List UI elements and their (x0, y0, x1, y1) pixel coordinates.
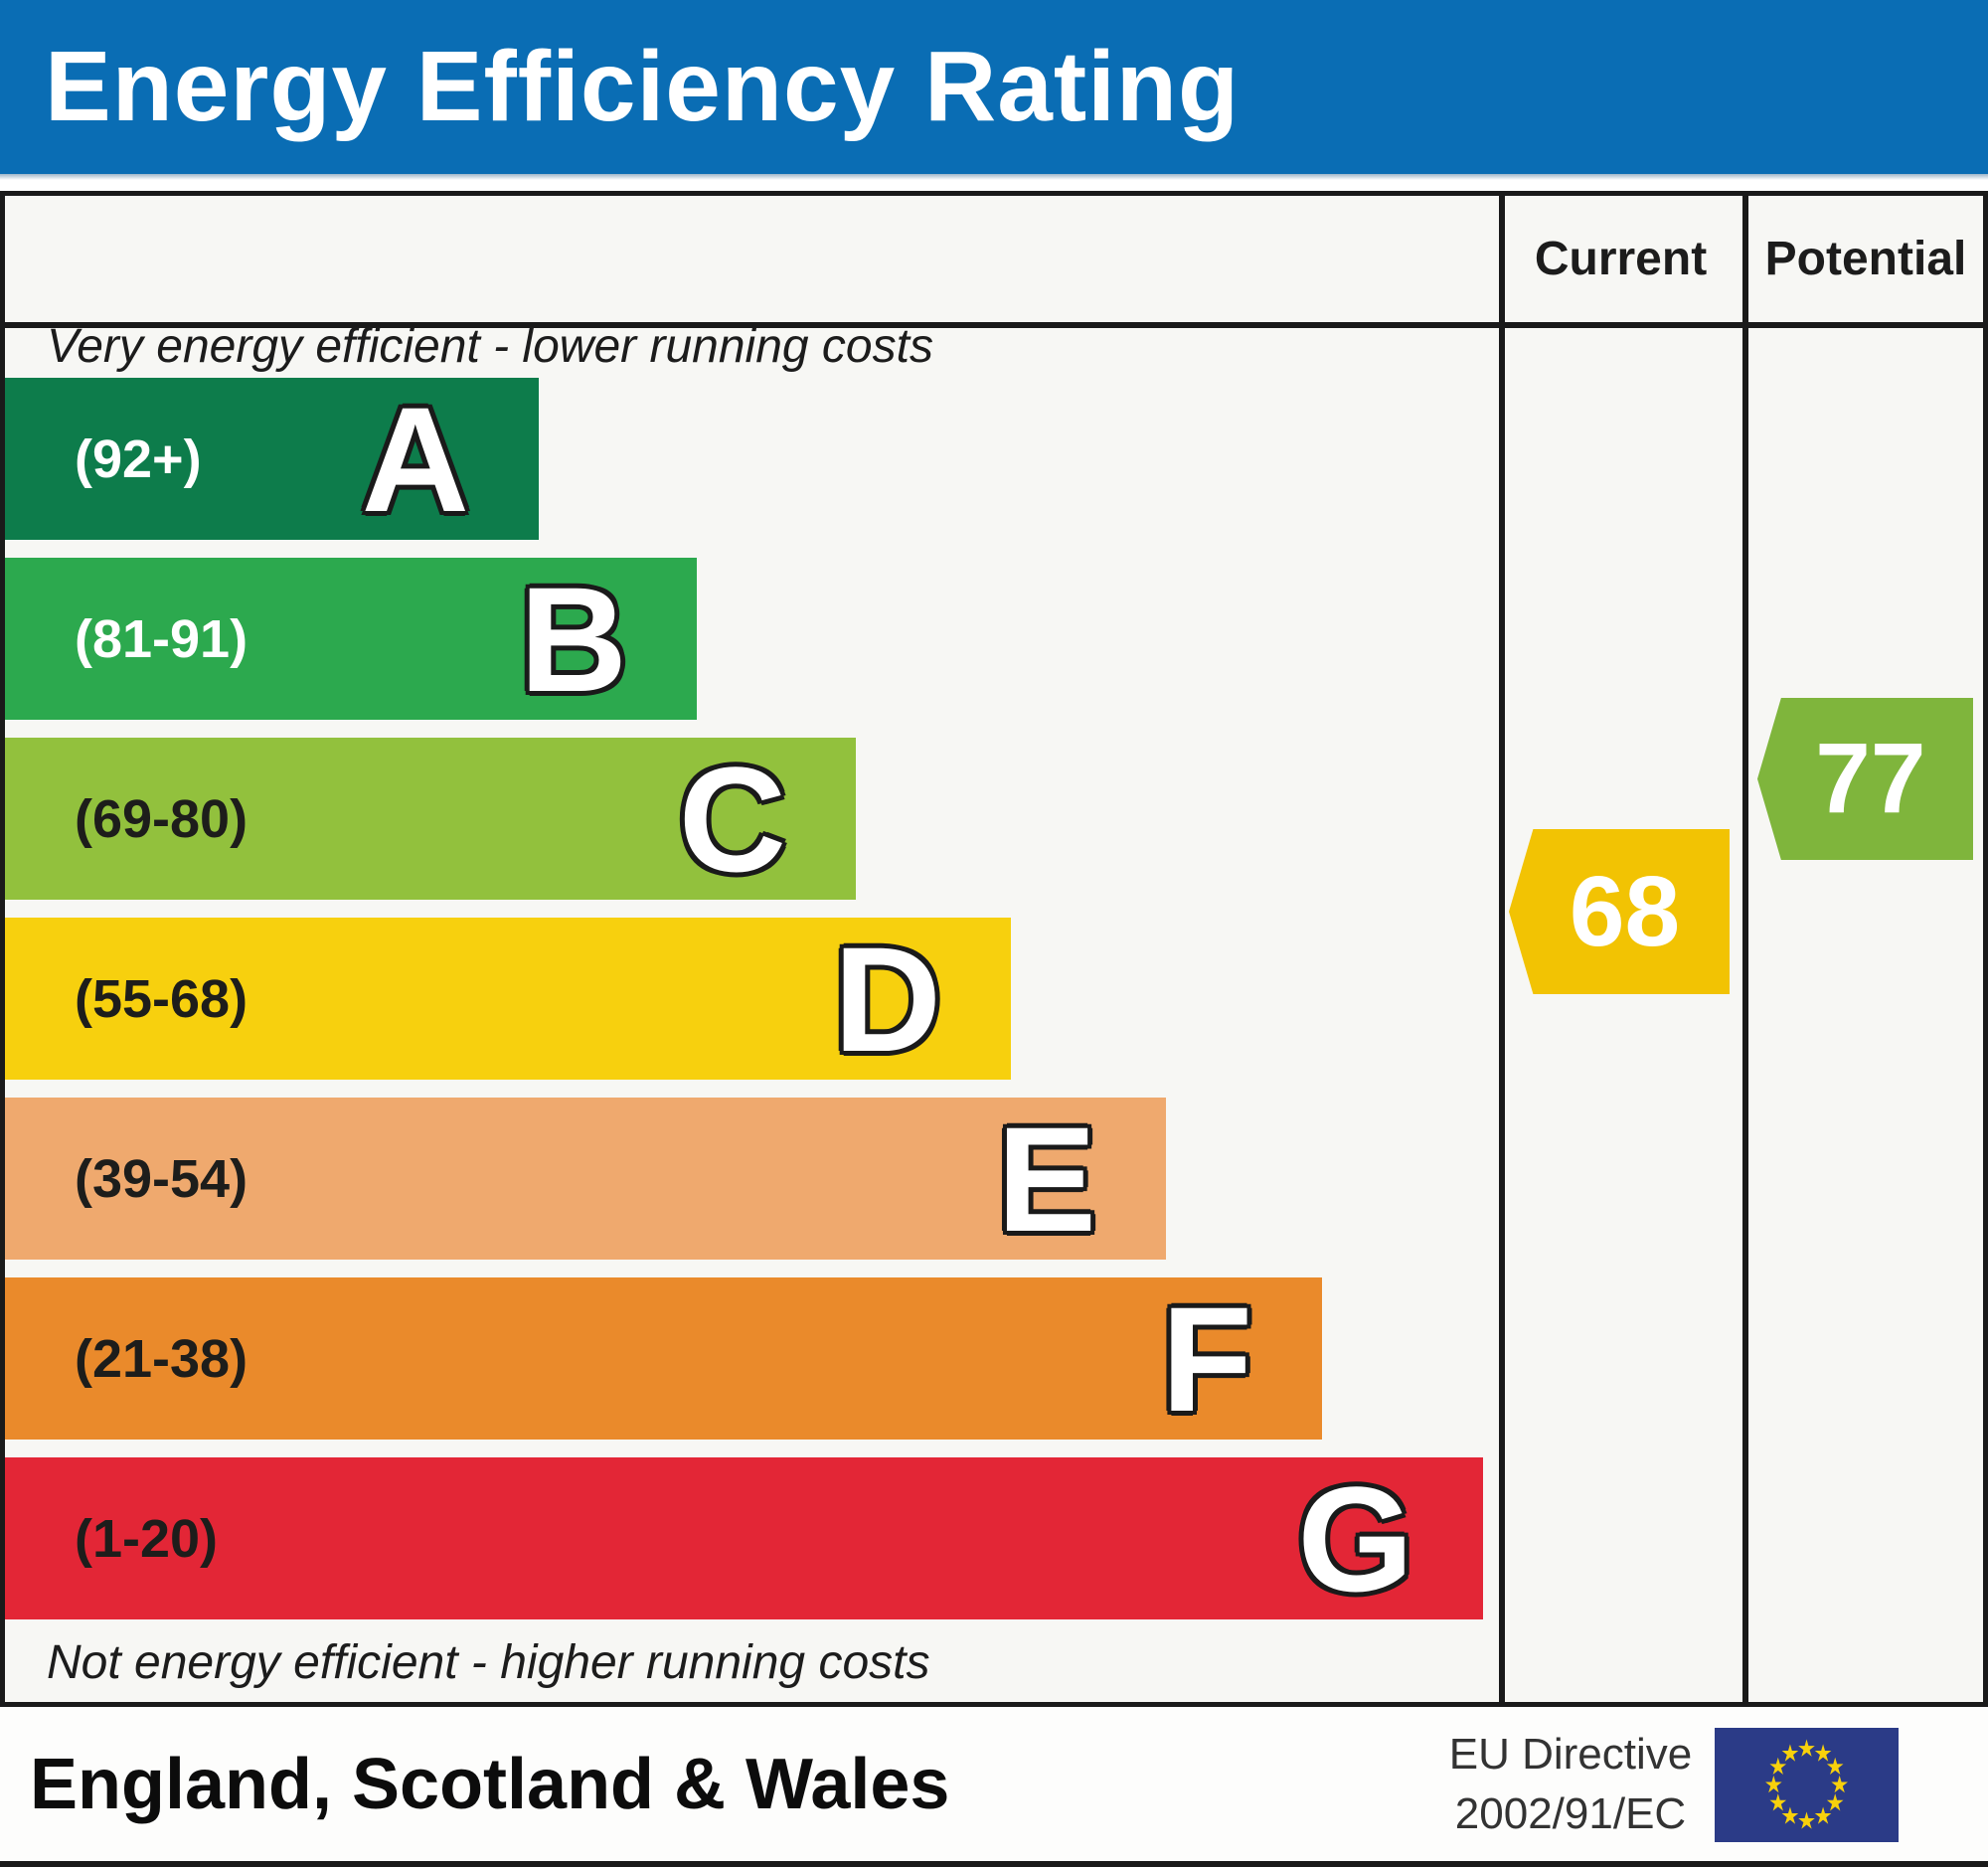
top-note: Very energy efficient - lower running co… (47, 320, 933, 373)
current-column-header: Current (1534, 233, 1708, 285)
band-row-a: (92+) A (5, 378, 539, 540)
rating-bands: (92+) A (81-91) B (69-80) C (55-68) D (3… (5, 378, 1983, 1637)
band-row-f: (21-38) F (5, 1277, 1322, 1440)
bottom-note: Not energy efficient - higher running co… (47, 1636, 930, 1689)
band-row-b: (81-91) B (5, 558, 697, 720)
band-range-label: (55-68) (75, 968, 248, 1029)
table-header-row: Current Potential (5, 196, 1983, 328)
band-row-d: (55-68) D (5, 918, 1011, 1080)
potential-rating-value: 77 (1815, 723, 1926, 834)
current-rating-value: 68 (1569, 855, 1681, 967)
region-label: England, Scotland & Wales (30, 1744, 950, 1824)
band-row-g: (1-20) G (5, 1457, 1483, 1619)
band-letter: F (1161, 1274, 1252, 1443)
band-range-label: (39-54) (75, 1148, 248, 1209)
current-rating-arrow: 68 (1509, 829, 1730, 994)
column-divider-potential (1742, 196, 1748, 1702)
eu-directive-line1: EU Directive (1448, 1730, 1693, 1780)
eu-directive-text: EU Directive 2002/91/EC (1421, 1707, 1720, 1861)
rating-table: Current Potential Very energy efficient … (0, 191, 1988, 1707)
band-row-e: (39-54) E (5, 1098, 1166, 1260)
band-letter: G (1297, 1454, 1413, 1622)
band-range-label: (1-20) (75, 1508, 219, 1569)
page-title: Energy Efficiency Rating (45, 31, 1241, 142)
band-letter: E (996, 1095, 1096, 1263)
band-letter: B (519, 555, 627, 723)
band-row-c: (69-80) C (5, 738, 856, 900)
band-range-label: (21-38) (75, 1328, 248, 1389)
eu-flag (1715, 1728, 1899, 1842)
band-letter: D (833, 915, 941, 1083)
band-letter: A (361, 375, 469, 543)
band-range-label: (81-91) (75, 608, 248, 669)
band-range-label: (69-80) (75, 788, 248, 849)
title-bar: Energy Efficiency Rating (0, 0, 1988, 174)
eu-directive-line2: 2002/91/EC (1454, 1788, 1687, 1838)
potential-rating-arrow: 77 (1757, 698, 1973, 860)
footer: England, Scotland & Wales EU Directive 2… (0, 1707, 1988, 1861)
bottom-border (0, 1861, 1988, 1867)
title-bar-shadow (0, 174, 1988, 180)
column-divider-current (1499, 196, 1505, 1702)
potential-column-header: Potential (1764, 233, 1967, 285)
band-letter: C (678, 735, 786, 903)
band-range-label: (92+) (75, 428, 202, 489)
